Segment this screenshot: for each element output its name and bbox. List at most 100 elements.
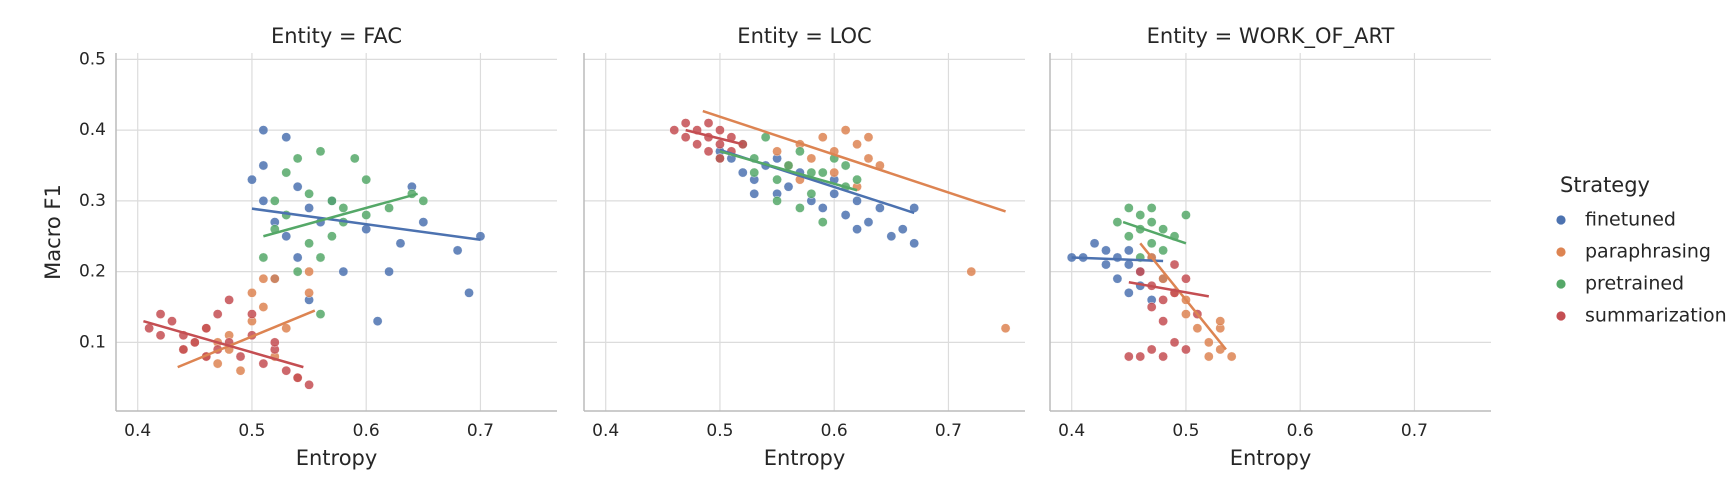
point [418, 196, 429, 206]
legend-marker [1556, 215, 1566, 225]
point [1204, 337, 1214, 348]
point [190, 337, 200, 348]
facet-title: Entity = WORK_OF_ART [1147, 24, 1395, 49]
regression-line [1071, 256, 1164, 263]
point [1135, 210, 1146, 220]
point [1158, 245, 1168, 256]
point [304, 380, 314, 390]
point [201, 323, 212, 334]
point [772, 196, 782, 206]
point [1192, 323, 1203, 334]
point [1146, 344, 1157, 355]
point [1124, 288, 1134, 298]
point [863, 132, 874, 142]
point [1135, 351, 1146, 362]
point [806, 188, 817, 199]
point [327, 231, 337, 242]
legend-marker [1556, 279, 1566, 289]
point [1124, 351, 1134, 362]
point [806, 153, 817, 164]
x-tick-label: 0.4 [592, 421, 619, 441]
point [1169, 259, 1180, 270]
regression-line [177, 309, 316, 369]
regression-line [263, 192, 418, 238]
point [1158, 224, 1168, 234]
facet: 0.4 0.5 0.6 0.7 Entity = LOC Entropy [583, 24, 1025, 470]
point [155, 309, 166, 319]
point [372, 316, 383, 326]
point [258, 196, 269, 206]
point [304, 238, 314, 249]
regression-line [1122, 220, 1187, 245]
point [292, 252, 303, 263]
point [897, 224, 908, 234]
point [863, 217, 874, 227]
regression-line [702, 109, 1006, 213]
point [749, 188, 760, 199]
point [817, 203, 828, 213]
point [338, 266, 349, 277]
point [1181, 273, 1191, 284]
point [966, 266, 977, 277]
point [1169, 337, 1180, 348]
point [715, 153, 725, 164]
point [258, 252, 269, 263]
point [304, 203, 314, 213]
point [680, 132, 691, 142]
facet-title: Entity = LOC [737, 24, 871, 48]
point [327, 196, 337, 206]
point [1146, 238, 1157, 249]
point [167, 316, 177, 326]
point [270, 196, 280, 206]
point [1112, 273, 1123, 284]
point [452, 245, 463, 256]
point [840, 125, 851, 135]
point [703, 146, 714, 157]
point [1124, 231, 1134, 242]
point [258, 302, 269, 312]
point [281, 365, 292, 376]
point [669, 125, 680, 135]
point [783, 181, 794, 192]
x-axis-label: Entropy [764, 446, 846, 470]
point [703, 118, 714, 128]
point [292, 266, 303, 277]
y-axis-label: Macro F1 [41, 184, 65, 280]
point [361, 224, 372, 234]
x-tick-label: 0.7 [935, 421, 962, 441]
point [1089, 238, 1100, 249]
point [315, 252, 326, 263]
point [817, 132, 828, 142]
y-tick-label: 0.5 [79, 49, 106, 69]
point [212, 358, 223, 369]
point [1135, 266, 1146, 277]
point [715, 139, 725, 150]
y-tick-label: 0.1 [79, 332, 106, 352]
point [247, 309, 257, 319]
point [292, 181, 303, 192]
x-axis-label: Entropy [296, 446, 378, 470]
point [464, 288, 474, 298]
regression-line [685, 128, 744, 146]
point [909, 238, 919, 249]
point [1124, 259, 1134, 270]
legend-title: Strategy [1560, 173, 1650, 197]
point [281, 132, 292, 142]
x-tick-label: 0.6 [1287, 421, 1314, 441]
point [817, 167, 828, 178]
point [258, 358, 269, 369]
point [1000, 323, 1011, 334]
x-axis-label: Entropy [1230, 446, 1312, 470]
point [247, 288, 257, 298]
point [395, 238, 406, 249]
point [212, 309, 223, 319]
point [1101, 259, 1111, 270]
point [361, 174, 372, 185]
y-tick-label: 0.4 [79, 120, 106, 140]
point [1158, 351, 1168, 362]
point [840, 160, 851, 171]
point [738, 167, 748, 178]
point [235, 351, 246, 362]
point [270, 273, 280, 284]
